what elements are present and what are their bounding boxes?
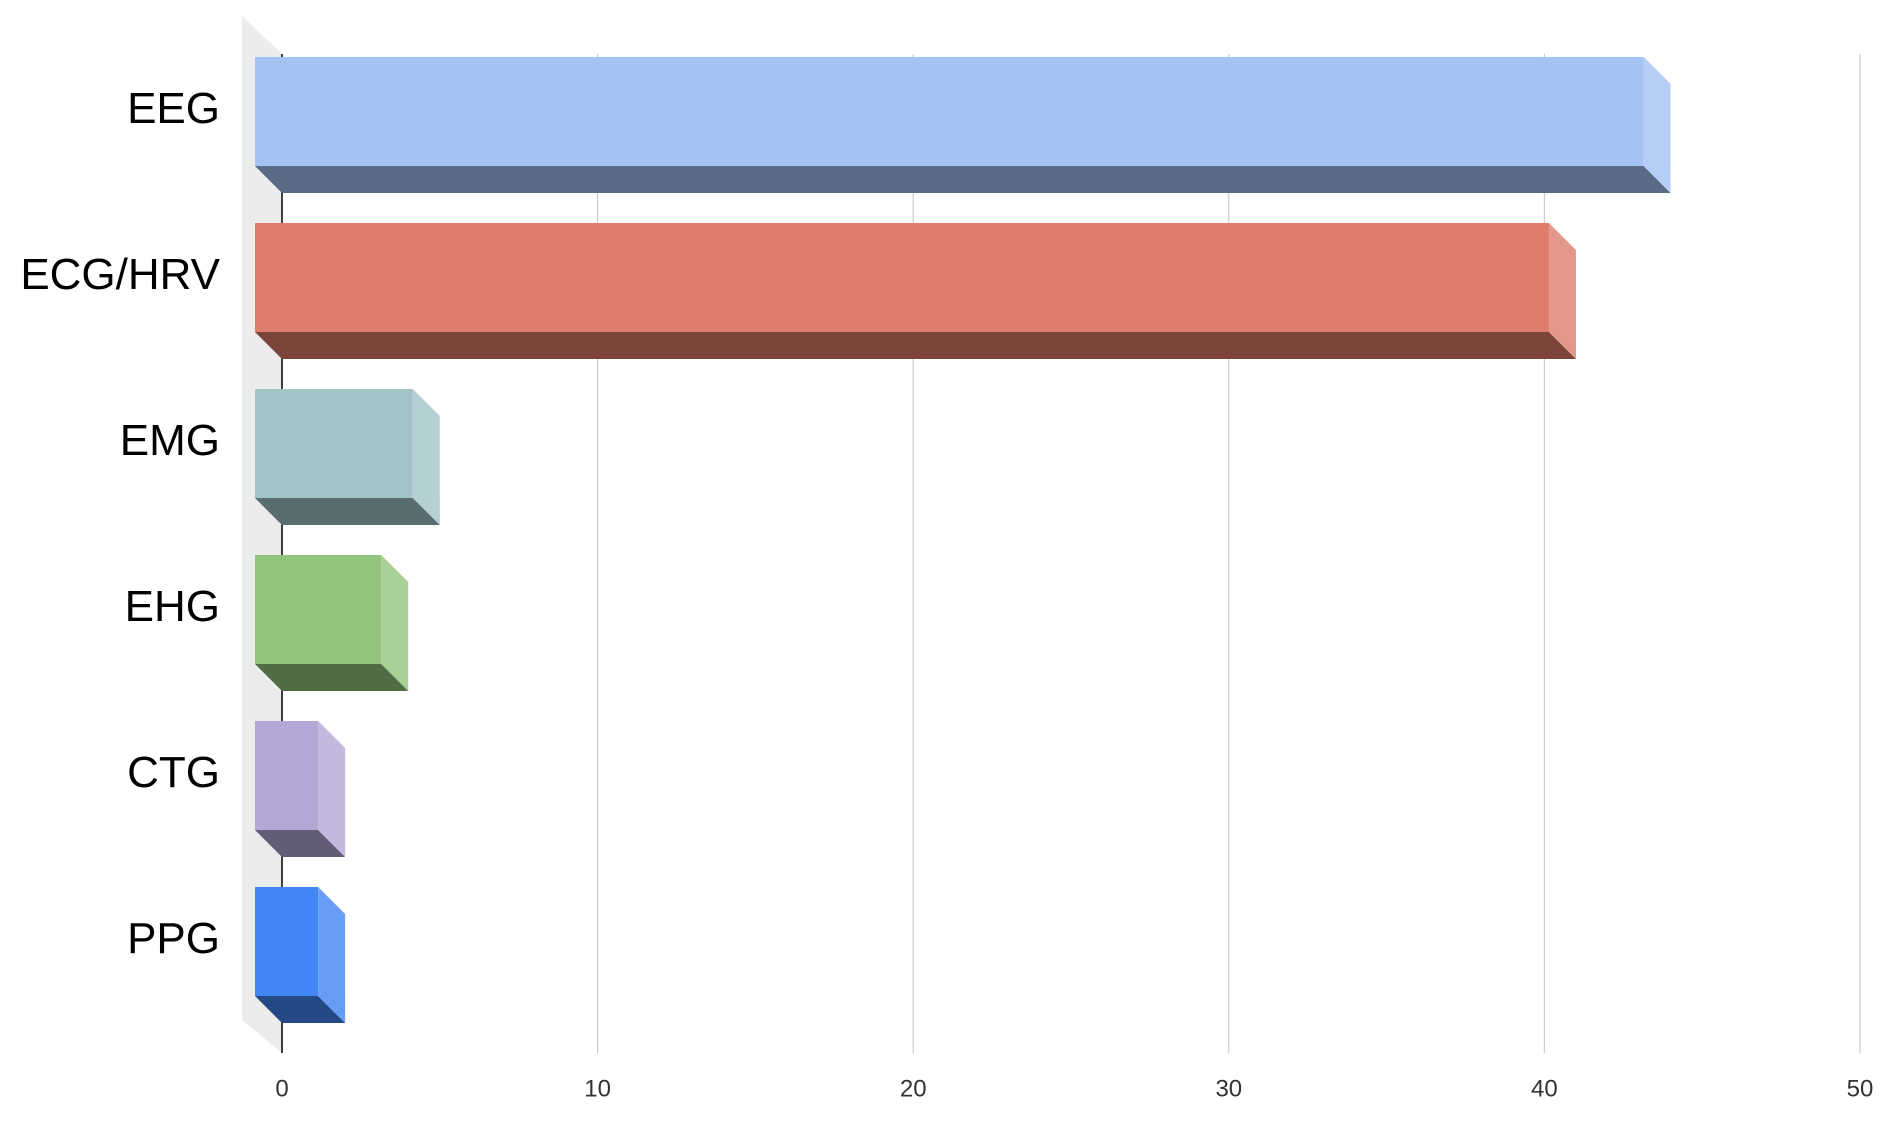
y-tick-label: EEG	[127, 84, 220, 133]
bar-bottom-face	[255, 830, 346, 857]
x-tick-label: 20	[900, 1075, 927, 1102]
x-tick-label: 40	[1531, 1075, 1558, 1102]
bar-end-face	[1643, 57, 1671, 193]
bar	[255, 887, 319, 996]
x-tick-label: 50	[1847, 1075, 1874, 1102]
bar-bottom-face	[255, 166, 1671, 193]
bar-end-face	[318, 721, 346, 857]
y-tick-label: CTG	[127, 748, 220, 797]
y-tick-label: EMG	[120, 416, 220, 465]
bar	[255, 57, 1644, 166]
bar-end-face	[381, 555, 409, 691]
bar-bottom-face	[255, 664, 409, 691]
bar	[255, 721, 319, 830]
x-tick-label: 30	[1215, 1075, 1242, 1102]
y-tick-label: PPG	[127, 914, 220, 963]
bar	[255, 555, 382, 664]
bar-end-face	[318, 887, 346, 1023]
x-tick-label: 0	[275, 1075, 288, 1102]
bar-end-face	[1548, 223, 1576, 359]
bar	[255, 223, 1549, 332]
bar-bottom-face	[255, 996, 346, 1023]
bar-bottom-face	[255, 332, 1576, 359]
bar-end-face	[412, 389, 440, 525]
y-tick-label: ECG/HRV	[20, 250, 220, 299]
y-tick-label: EHG	[125, 582, 220, 631]
bar	[255, 389, 413, 498]
bar-bottom-face	[255, 498, 440, 525]
x-tick-label: 10	[584, 1075, 611, 1102]
